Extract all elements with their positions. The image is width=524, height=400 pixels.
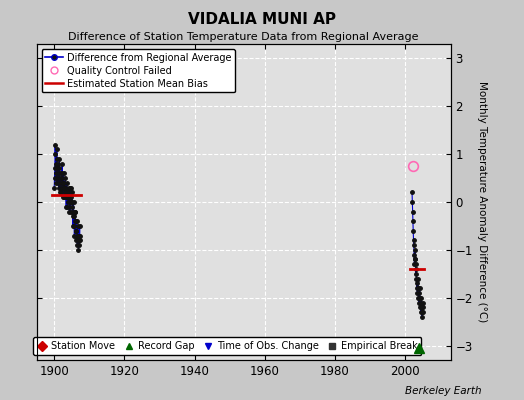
Text: Berkeley Earth: Berkeley Earth: [406, 386, 482, 396]
Text: VIDALIA MUNI AP: VIDALIA MUNI AP: [188, 12, 336, 27]
Y-axis label: Monthly Temperature Anomaly Difference (°C): Monthly Temperature Anomaly Difference (…: [477, 81, 487, 323]
Title: Difference of Station Temperature Data from Regional Average: Difference of Station Temperature Data f…: [69, 32, 419, 42]
Legend: Station Move, Record Gap, Time of Obs. Change, Empirical Break: Station Move, Record Gap, Time of Obs. C…: [33, 337, 421, 355]
